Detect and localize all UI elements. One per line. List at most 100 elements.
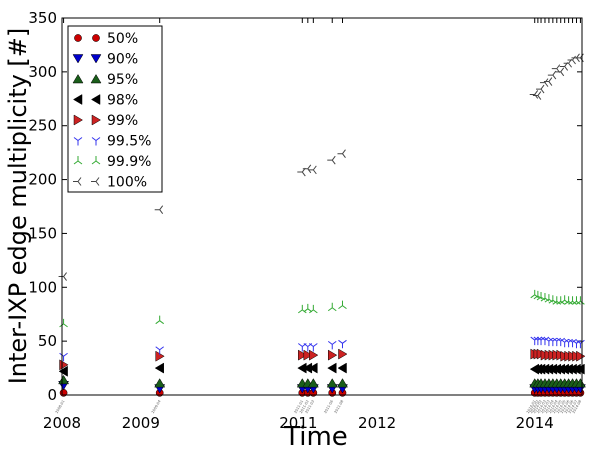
legend-label: 95% bbox=[107, 72, 138, 88]
legend-label: 90% bbox=[107, 52, 138, 68]
data-point bbox=[543, 77, 553, 86]
data-point bbox=[154, 378, 166, 388]
date-label: 2011-06 bbox=[323, 400, 334, 415]
data-point bbox=[303, 349, 313, 361]
data-point bbox=[338, 348, 348, 360]
date-label: 2014-02 bbox=[529, 400, 540, 415]
plot-frame bbox=[61, 17, 583, 396]
data-point bbox=[58, 365, 68, 377]
date-label: 2011-01 bbox=[293, 400, 304, 415]
data-point bbox=[326, 378, 338, 388]
y-tick-label: 350 bbox=[28, 9, 57, 27]
series-4 bbox=[59, 348, 586, 371]
y-tick-label: 0 bbox=[47, 386, 57, 404]
y-tick-label: 250 bbox=[28, 117, 57, 135]
data-point bbox=[309, 343, 318, 352]
date-label: 2014-03 bbox=[536, 400, 547, 415]
data-point bbox=[568, 338, 577, 348]
date-label: 2014-02 bbox=[532, 400, 543, 415]
data-point bbox=[309, 349, 319, 361]
date-label: 2014-08 bbox=[572, 400, 583, 415]
data-point bbox=[556, 296, 566, 305]
series-2 bbox=[58, 374, 586, 388]
data-point bbox=[556, 337, 566, 347]
legend-marker bbox=[91, 156, 101, 165]
legend-marker bbox=[91, 177, 100, 186]
date-label: 2014-06 bbox=[560, 400, 571, 415]
tick-labels: 0 50 100 150 200 250 300 350 2008 2009 2011 2012 201… bbox=[28, 9, 553, 432]
legend-label: 100% bbox=[107, 175, 147, 191]
data-point bbox=[544, 294, 554, 303]
series-5 bbox=[59, 336, 585, 362]
data-point bbox=[302, 164, 312, 174]
y-tick-label: 300 bbox=[28, 63, 57, 81]
data-point bbox=[58, 272, 67, 281]
legend-label: 50% bbox=[107, 31, 138, 47]
legend-label: 99% bbox=[107, 113, 138, 129]
data-point bbox=[327, 362, 337, 374]
data-point bbox=[298, 349, 308, 361]
data-point bbox=[337, 362, 347, 374]
data-point bbox=[540, 336, 550, 346]
data-point bbox=[298, 343, 307, 352]
data-point bbox=[338, 339, 347, 349]
x-axis-label: Time bbox=[283, 422, 348, 449]
data-point bbox=[308, 362, 318, 374]
date-label: 2014-01 bbox=[526, 400, 537, 415]
data-point bbox=[308, 165, 317, 175]
legend-label: 99.9% bbox=[107, 154, 151, 170]
legend-label: 98% bbox=[107, 93, 138, 109]
date-label: 2011-03 bbox=[304, 400, 315, 415]
legend-marker bbox=[90, 54, 102, 64]
data-point bbox=[574, 378, 586, 388]
date-label: 2009-04 bbox=[151, 399, 162, 414]
legend-marker bbox=[90, 74, 102, 84]
legend-marker bbox=[91, 114, 101, 126]
data-point bbox=[548, 295, 558, 304]
y-tick-label: 150 bbox=[28, 224, 57, 242]
date-label: 2014-07 bbox=[568, 400, 579, 415]
data-point bbox=[547, 70, 557, 80]
data-point bbox=[155, 346, 164, 355]
data-point bbox=[327, 302, 337, 312]
date-label: 2014-06 bbox=[564, 400, 575, 415]
data-point bbox=[532, 91, 542, 100]
series-6 bbox=[59, 289, 585, 328]
legend-marker bbox=[72, 54, 84, 64]
data-point bbox=[576, 350, 586, 362]
data-point bbox=[540, 293, 550, 302]
legend-marker bbox=[73, 156, 83, 165]
data-point bbox=[536, 84, 545, 94]
legend-marker bbox=[92, 34, 100, 42]
data-point bbox=[309, 304, 318, 314]
series-7 bbox=[58, 53, 584, 281]
data-point bbox=[536, 291, 546, 301]
data-point bbox=[327, 349, 338, 361]
y-tick-label: 100 bbox=[28, 278, 57, 296]
data-point bbox=[307, 378, 319, 388]
legend-marker bbox=[73, 114, 83, 126]
data-point bbox=[337, 378, 348, 388]
data-point bbox=[58, 374, 70, 385]
date-label: 2014-04 bbox=[548, 399, 559, 414]
x-tick-label: 2012 bbox=[358, 414, 396, 432]
data-point bbox=[338, 300, 347, 309]
date-label: 2014-04 bbox=[544, 399, 555, 414]
x-tick-label: 2008 bbox=[43, 414, 81, 432]
legend-label: 99.5% bbox=[107, 134, 151, 150]
data-point bbox=[555, 67, 565, 77]
date-label: 2011-02 bbox=[299, 400, 310, 415]
series-3 bbox=[58, 362, 585, 377]
legend: 50% 90% 95% 98% 99% 99.5% 99.9% 100% bbox=[67, 25, 163, 193]
date-label: 2008-01 bbox=[55, 400, 66, 415]
data-point bbox=[154, 362, 164, 374]
data-point bbox=[560, 295, 569, 304]
data-point bbox=[327, 155, 336, 165]
x-tick-label: 2009 bbox=[122, 414, 160, 432]
date-label: 2014-03 bbox=[540, 400, 551, 415]
data-point bbox=[154, 205, 164, 215]
legend-marker bbox=[74, 34, 82, 42]
x-tick-label: 2011 bbox=[279, 414, 317, 432]
